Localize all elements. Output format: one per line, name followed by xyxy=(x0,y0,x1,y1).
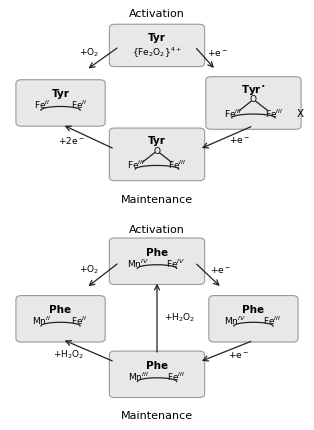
Text: +e$^-$: +e$^-$ xyxy=(230,135,250,145)
Text: Phe: Phe xyxy=(146,248,168,258)
Text: Fe$^{II}$: Fe$^{II}$ xyxy=(34,99,50,111)
Text: Tyr: Tyr xyxy=(148,136,166,146)
Text: Fe$^{IV}$: Fe$^{IV}$ xyxy=(166,257,185,270)
Text: Phe: Phe xyxy=(242,305,264,315)
FancyBboxPatch shape xyxy=(16,295,105,342)
Text: {Fe$_2$O$_2$}$^{4+}$: {Fe$_2$O$_2$}$^{4+}$ xyxy=(132,46,182,60)
Text: +e$^-$: +e$^-$ xyxy=(229,350,250,360)
FancyBboxPatch shape xyxy=(16,80,105,126)
Text: +O$_2$: +O$_2$ xyxy=(79,47,99,59)
FancyBboxPatch shape xyxy=(209,295,298,342)
FancyBboxPatch shape xyxy=(109,351,205,398)
Text: Fe$^{III}$: Fe$^{III}$ xyxy=(265,108,283,120)
Text: Fe$^{II}$: Fe$^{II}$ xyxy=(71,315,87,327)
Text: +H$_2$O$_2$: +H$_2$O$_2$ xyxy=(53,348,84,361)
FancyBboxPatch shape xyxy=(109,238,205,285)
Text: Phe: Phe xyxy=(50,305,72,315)
Text: Phe: Phe xyxy=(146,361,168,371)
Text: Fe$^{III}$: Fe$^{III}$ xyxy=(224,108,242,120)
Text: Activation: Activation xyxy=(129,9,185,19)
Text: Tyr: Tyr xyxy=(148,33,166,43)
Text: Maintenance: Maintenance xyxy=(121,195,193,205)
Text: Fe$^{III}$: Fe$^{III}$ xyxy=(127,159,146,171)
FancyBboxPatch shape xyxy=(206,77,301,129)
FancyBboxPatch shape xyxy=(109,128,205,181)
Text: +e$^-$: +e$^-$ xyxy=(210,265,231,275)
Text: Fe$^{III}$: Fe$^{III}$ xyxy=(167,370,185,383)
Text: O: O xyxy=(154,147,160,156)
Text: +e$^-$: +e$^-$ xyxy=(207,48,228,58)
Text: Fe$^{II}$: Fe$^{II}$ xyxy=(71,99,87,111)
Text: Mn$^{IV}$: Mn$^{IV}$ xyxy=(127,257,149,270)
Text: +2e$^-$: +2e$^-$ xyxy=(58,135,85,146)
Text: +H$_2$O$_2$: +H$_2$O$_2$ xyxy=(164,311,195,324)
Text: Mn$^{II}$: Mn$^{II}$ xyxy=(32,315,51,327)
Text: Activation: Activation xyxy=(129,225,185,235)
Text: X: X xyxy=(297,109,304,119)
FancyBboxPatch shape xyxy=(109,24,205,67)
Text: Mn$^{III}$: Mn$^{III}$ xyxy=(128,370,149,383)
Text: Tyr: Tyr xyxy=(51,89,69,99)
Text: +O$_2$: +O$_2$ xyxy=(79,264,99,276)
Text: Tyr$^{\bullet}$: Tyr$^{\bullet}$ xyxy=(241,83,266,97)
Text: O: O xyxy=(250,95,257,104)
Text: Maintenance: Maintenance xyxy=(121,411,193,421)
Text: Fe$^{III}$: Fe$^{III}$ xyxy=(263,315,281,327)
Text: Fe$^{III}$: Fe$^{III}$ xyxy=(168,159,187,171)
Text: Mn$^{IV}$: Mn$^{IV}$ xyxy=(224,315,246,327)
